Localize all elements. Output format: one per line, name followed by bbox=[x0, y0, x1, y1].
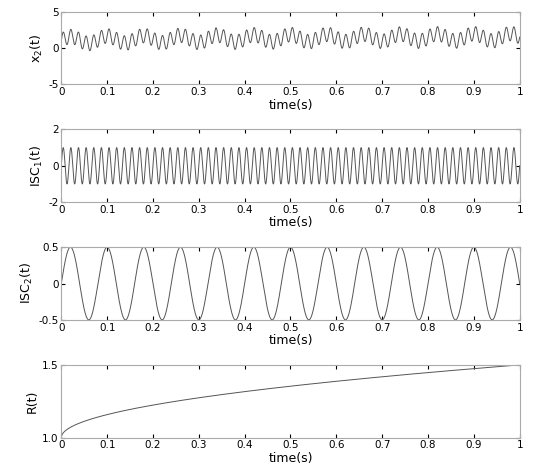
X-axis label: time(s): time(s) bbox=[268, 334, 313, 347]
X-axis label: time(s): time(s) bbox=[268, 216, 313, 229]
X-axis label: time(s): time(s) bbox=[268, 452, 313, 465]
Y-axis label: R(t): R(t) bbox=[26, 389, 39, 413]
Y-axis label: ISC$_1$(t): ISC$_1$(t) bbox=[29, 145, 45, 187]
X-axis label: time(s): time(s) bbox=[268, 99, 313, 111]
Y-axis label: x$_2$(t): x$_2$(t) bbox=[29, 34, 45, 63]
Y-axis label: ISC$_2$(t): ISC$_2$(t) bbox=[19, 263, 36, 305]
